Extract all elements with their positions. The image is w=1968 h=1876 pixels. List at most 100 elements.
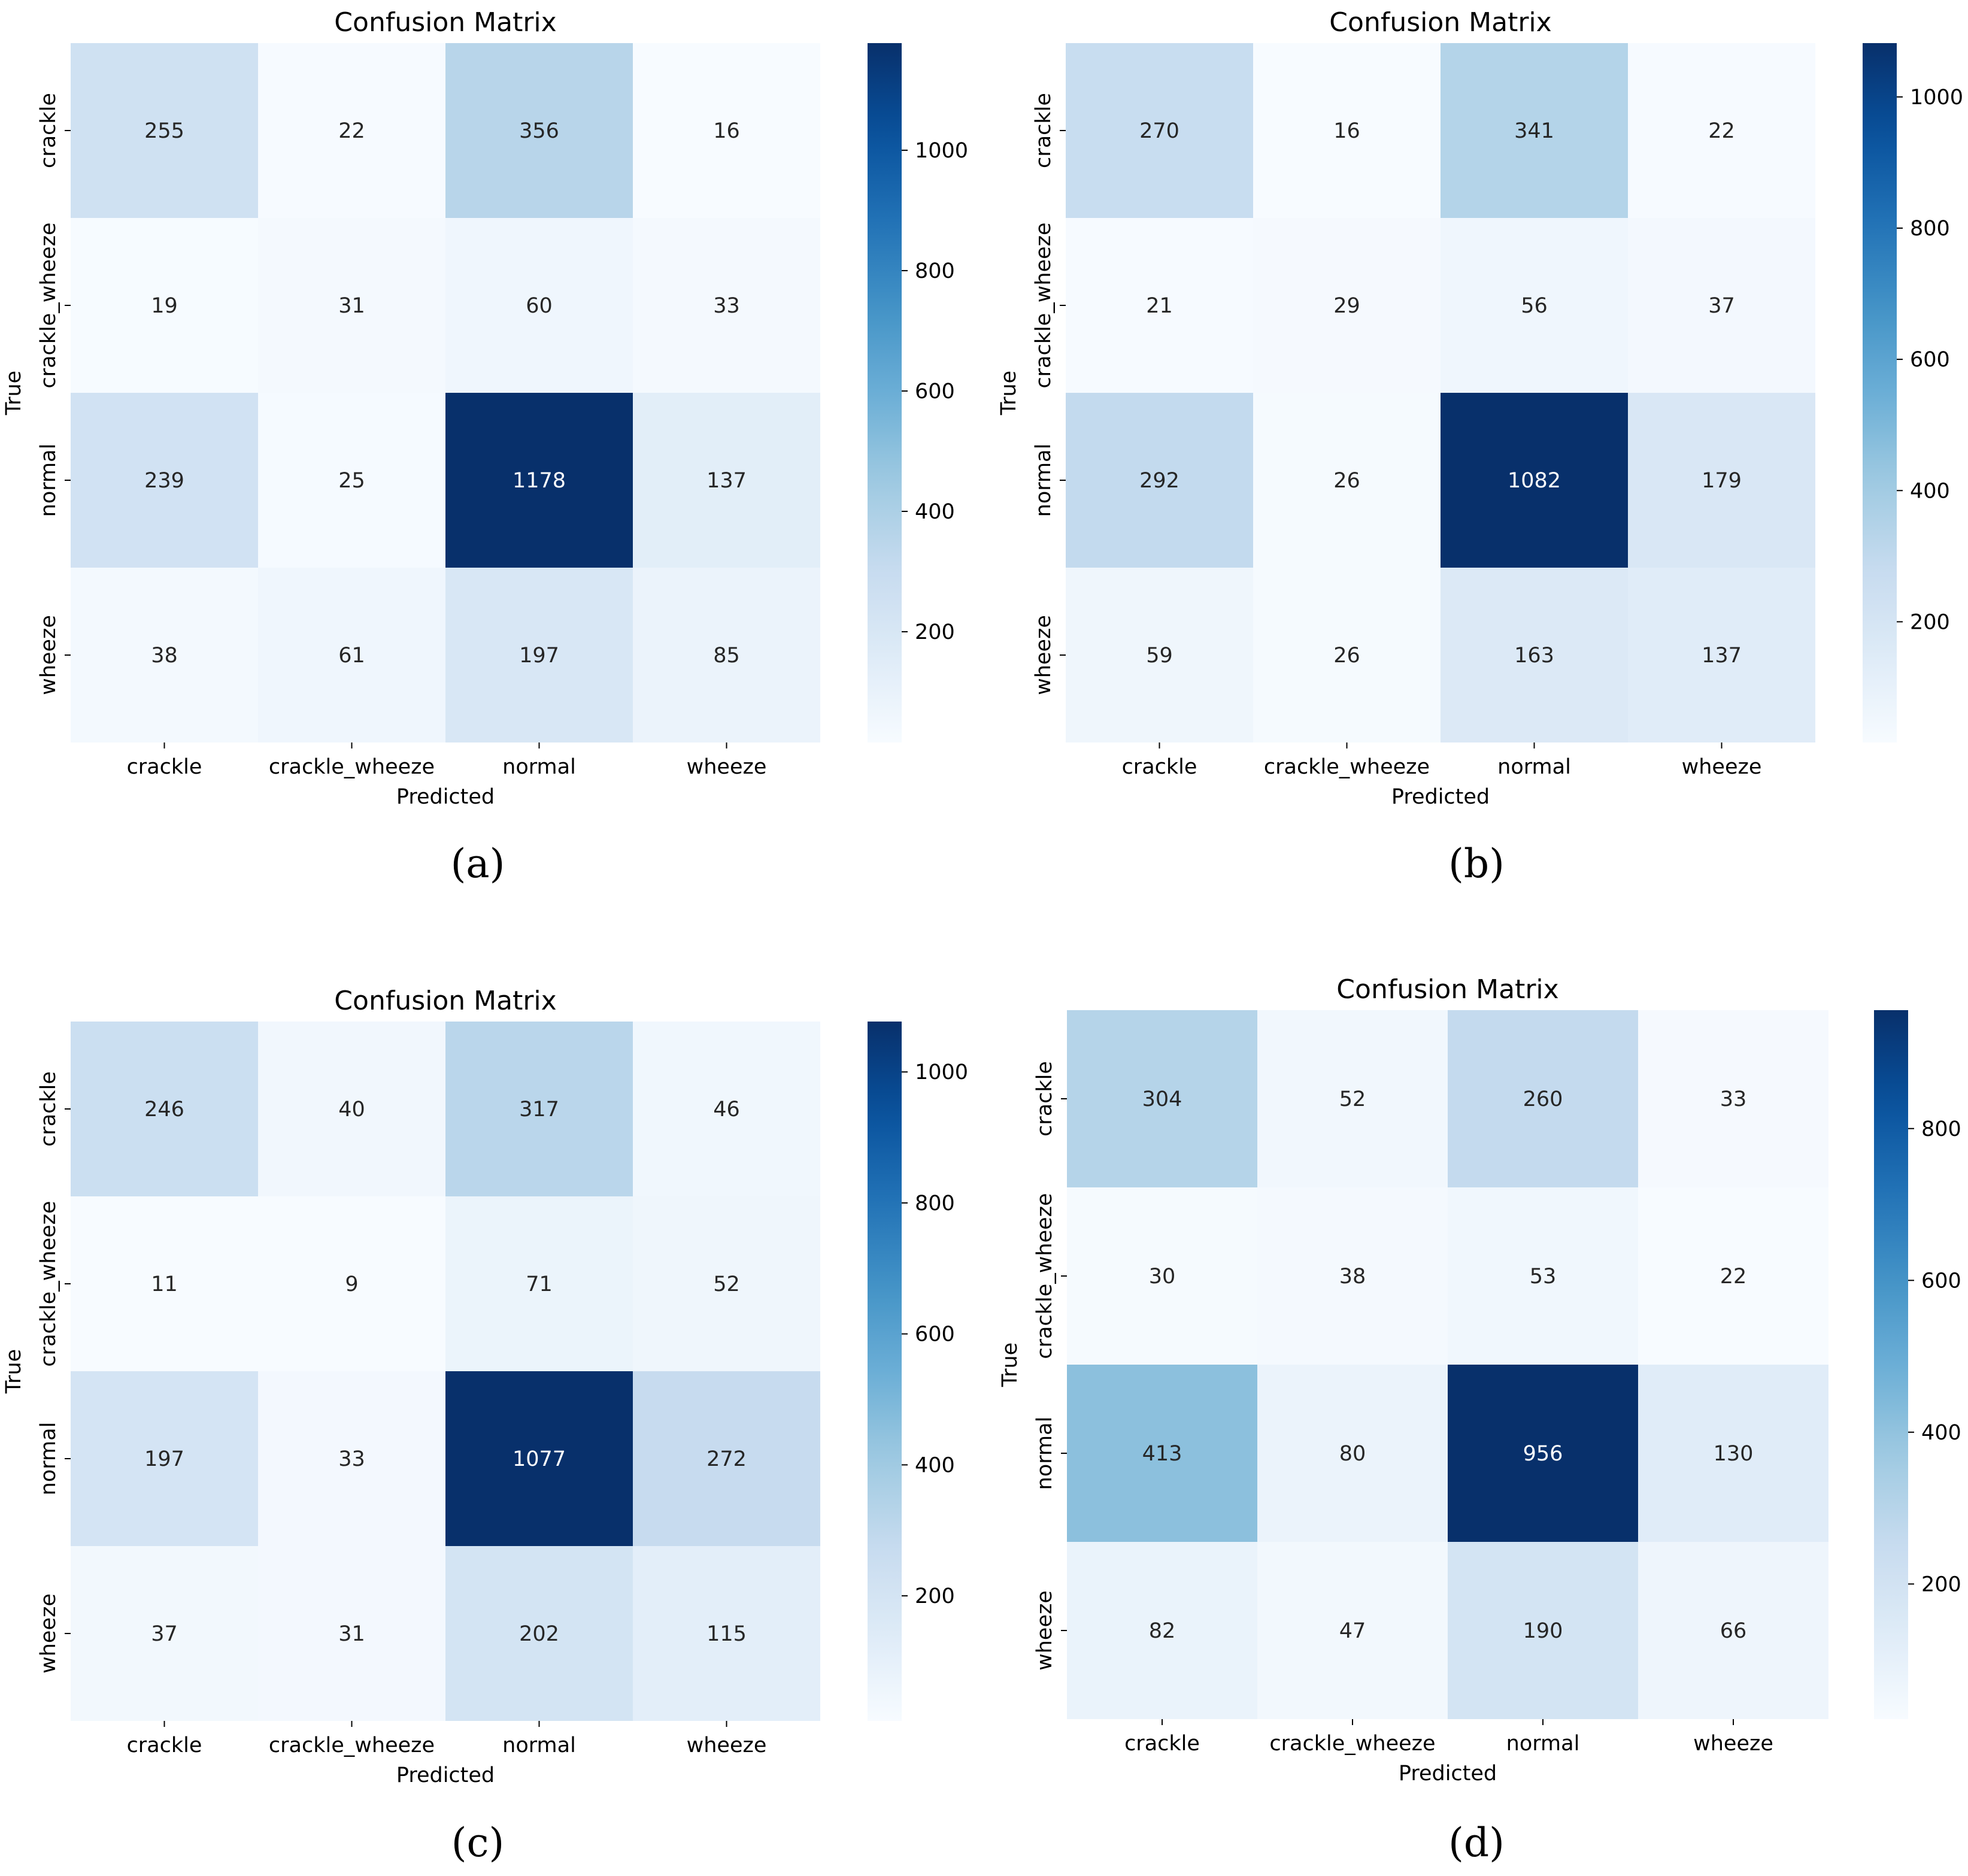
y-axis-label: True (2, 371, 26, 416)
cell-value-label: 19 (151, 294, 178, 318)
heatmap-cell (258, 1196, 445, 1371)
x-tick-label: crackle_wheeze (269, 1733, 435, 1757)
heatmap-cell (258, 393, 445, 568)
panel-label: (a) (451, 841, 505, 887)
cell-value-label: 413 (1142, 1442, 1182, 1466)
heatmap-cell (1628, 218, 1815, 393)
cell-value-label: 1082 (1508, 469, 1561, 493)
colorbar-tick-label: 1000 (915, 139, 968, 163)
heatmap-cell (71, 1196, 258, 1371)
cell-value-label: 239 (144, 469, 184, 493)
heatmap-cell (633, 568, 820, 742)
confusion-matrix-panel-c: 246 40 317 46 11 9 71 52 197 33 1077 272 37 31 202 115 C… (2, 986, 968, 1866)
cell-value-label: 66 (1720, 1619, 1747, 1643)
cell-value-label: 292 (1139, 469, 1179, 493)
cell-value-label: 38 (151, 644, 178, 668)
x-tick-label: crackle (1122, 755, 1197, 779)
cell-value-label: 30 (1149, 1265, 1176, 1289)
cell-value-label: 61 (338, 644, 365, 668)
colorbar-tick-label: 400 (1910, 479, 1950, 503)
heatmap-cell (71, 568, 258, 742)
cell-value-label: 22 (338, 119, 365, 143)
y-tick-label: crackle_wheeze (37, 222, 60, 388)
colorbar-tick-label: 400 (915, 1453, 955, 1477)
heatmap-cell (1638, 1365, 1828, 1542)
cell-value-label: 25 (338, 469, 365, 493)
heatmap-cell (633, 1022, 820, 1196)
heatmap-cell (445, 1196, 633, 1371)
colorbar (1863, 43, 1897, 742)
x-axis-label: Predicted (396, 785, 495, 809)
cell-value-label: 80 (1339, 1442, 1366, 1466)
cell-value-label: 71 (526, 1272, 553, 1296)
chart-title: Confusion Matrix (334, 7, 556, 38)
x-tick-label: normal (502, 755, 576, 779)
cell-value-label: 22 (1708, 119, 1735, 143)
cell-value-label: 272 (706, 1447, 747, 1471)
colorbar (868, 1022, 902, 1721)
cell-value-label: 190 (1523, 1619, 1563, 1643)
cell-value-label: 16 (1333, 119, 1360, 143)
heatmap-cell (1253, 393, 1441, 568)
heatmap-cell (1066, 218, 1253, 393)
heatmap-cell (1448, 1542, 1638, 1719)
y-axis-label: True (997, 371, 1021, 416)
heatmap-cell (1257, 1010, 1448, 1187)
cell-value-label: 11 (151, 1272, 178, 1296)
x-tick-label: normal (1497, 755, 1571, 779)
cell-value-label: 82 (1149, 1619, 1176, 1643)
heatmap-cell (258, 1371, 445, 1546)
x-tick-label: crackle_wheeze (1264, 755, 1430, 779)
heatmap-cell (1628, 568, 1815, 742)
colorbar-tick-label: 600 (915, 1323, 955, 1347)
y-tick-label: normal (37, 1422, 60, 1496)
colorbar-tick-label: 800 (915, 1192, 955, 1216)
heatmap-cell (445, 1371, 633, 1546)
chart-title: Confusion Matrix (1329, 7, 1551, 38)
cell-value-label: 317 (519, 1098, 559, 1122)
cell-value-label: 163 (1514, 644, 1554, 668)
heatmap-cell (445, 1022, 633, 1196)
heatmap-cell (633, 1546, 820, 1721)
y-tick-label: crackle (37, 1071, 60, 1147)
cell-value-label: 9 (345, 1272, 358, 1296)
cell-value-label: 255 (144, 119, 184, 143)
y-axis-label: True (2, 1349, 26, 1394)
heatmap-cell (71, 1022, 258, 1196)
heatmap-cell (1441, 568, 1628, 742)
y-tick-label: normal (37, 444, 60, 517)
y-tick-label: crackle_wheeze (1033, 1193, 1057, 1359)
cell-value-label: 46 (713, 1098, 740, 1122)
cell-value-label: 40 (338, 1098, 365, 1122)
y-tick-label: wheeze (37, 615, 60, 695)
colorbar-tick-label: 200 (1921, 1572, 1961, 1596)
y-tick-label: crackle (1033, 1061, 1057, 1136)
y-tick-label: normal (1033, 1417, 1057, 1490)
heatmap-cell (1638, 1010, 1828, 1187)
cell-value-label: 38 (1339, 1265, 1366, 1289)
cell-value-label: 52 (1339, 1087, 1366, 1111)
x-tick-label: crackle (127, 1733, 202, 1757)
heatmap-cell (1067, 1187, 1257, 1365)
x-tick-label: crackle (127, 755, 202, 779)
confusion-matrix-panel-d: 304 52 260 33 30 38 53 22 413 80 956 130 82 47 190 66 Co… (998, 974, 1961, 1866)
panel-label: (c) (451, 1820, 504, 1866)
heatmap-cell (633, 1371, 820, 1546)
x-tick-label: wheeze (687, 755, 767, 779)
chart-title: Confusion Matrix (1336, 974, 1558, 1005)
panel-label: (b) (1448, 841, 1505, 887)
colorbar-tick-label: 1000 (915, 1060, 968, 1084)
cell-value-label: 85 (713, 644, 740, 668)
colorbar-tick-label: 200 (915, 620, 955, 644)
x-tick-label: normal (502, 1733, 576, 1757)
cell-value-label: 33 (713, 294, 740, 318)
y-axis-label: True (998, 1342, 1022, 1387)
colorbar-tick-label: 800 (1921, 1117, 1961, 1141)
heatmap-cell (1253, 218, 1441, 393)
cell-value-label: 22 (1720, 1265, 1747, 1289)
heatmap-cell (1066, 43, 1253, 218)
y-tick-label: wheeze (1032, 615, 1056, 695)
x-tick-label: crackle (1124, 1732, 1200, 1756)
cell-value-label: 1178 (513, 469, 566, 493)
colorbar-tick-label: 600 (915, 380, 955, 404)
